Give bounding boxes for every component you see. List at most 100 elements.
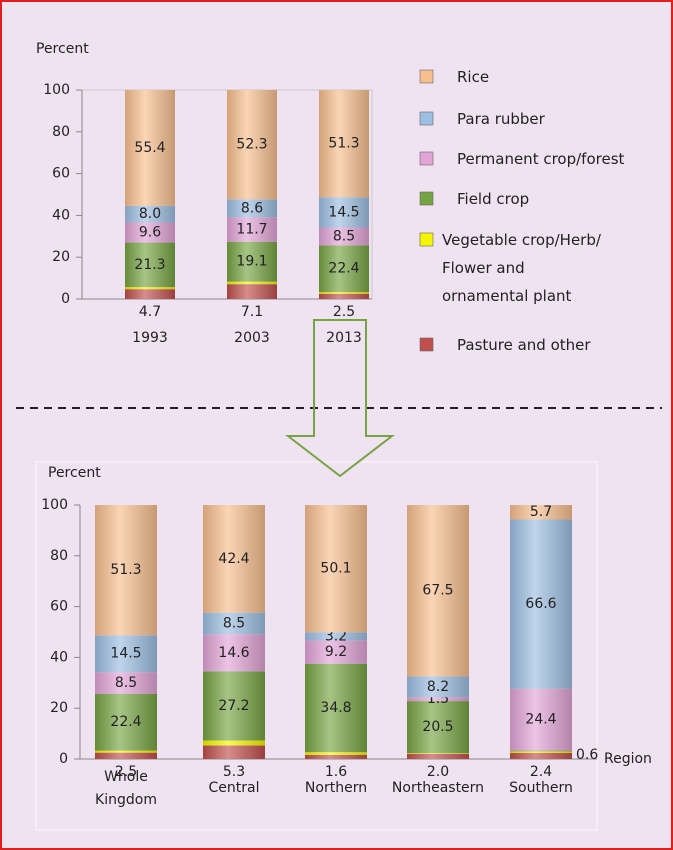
value-label: 67.5 [422,583,453,599]
bar-segment [305,632,367,641]
value-label: 7.1 [241,304,263,320]
value-label: 2.5 [333,304,355,320]
bar-segment [125,289,175,299]
value-label: 5.3 [223,764,245,780]
value-label: 0.6 [576,747,598,763]
value-label: 50.1 [320,561,351,577]
bar-segment [227,241,277,282]
bar-segment [319,292,369,294]
value-label: 8.5 [333,228,355,244]
bar-segment [125,90,175,206]
bar-segment [95,693,157,751]
value-label: 5.7 [530,504,552,520]
bar-segment [319,245,369,293]
bar-segment [125,242,175,288]
value-label: 3.2 [325,628,347,644]
plot-frame [35,461,598,831]
value-label: 9.2 [325,644,347,660]
value-label: 8.2 [427,679,449,695]
value-label: 1.6 [325,764,347,780]
y-axis-label: Percent [36,41,89,57]
legend-swatch [419,151,434,166]
bar-segment [510,519,572,689]
legend-label: Vegetable crop/Herb/ Flower and ornament… [442,231,601,305]
bar-segment [305,752,367,755]
bar-segment [125,287,175,290]
legend-swatch [419,191,434,206]
bar-segment [407,753,469,759]
legend-label: Permanent crop/forest [457,150,625,168]
y-tick-label: 80 [52,124,70,140]
x-tick-label: Northern [304,780,368,796]
bar-segment [305,754,367,759]
bar-segment [227,90,277,200]
bar-segment [95,750,157,753]
bar-segment [227,281,277,285]
y-tick-label: 0 [61,291,70,307]
value-label: 66.6 [525,596,556,612]
x-tick-label: Southern [509,780,573,796]
value-label: 51.3 [328,136,359,152]
bar-segment [510,751,572,753]
x-tick-label: Northeastern [391,780,485,796]
y-tick-label: 20 [52,249,70,265]
y-tick-label: 20 [50,700,68,716]
bar-segment [305,505,367,633]
y-tick-label: 40 [52,207,70,223]
bar-segment [125,205,175,223]
value-label: 55.4 [134,140,165,156]
legend-label: Field crop [457,190,530,208]
value-label: 42.4 [218,551,249,567]
bar-segment [305,640,367,664]
x-tick-label: 2003 [234,330,270,346]
bar-segment [203,505,265,613]
legend-swatch [419,337,434,352]
bar-segment [95,505,157,636]
value-label: 14.5 [110,646,141,662]
y-tick-label: 60 [50,599,68,615]
value-label: 22.4 [328,261,359,277]
value-label: 51.3 [110,562,141,578]
bar-segment [227,199,277,218]
bar-segment [407,697,469,702]
bar-segment [125,222,175,243]
value-label: 9.6 [139,225,161,241]
bar-segment [319,293,369,299]
bar-segment [305,663,367,753]
bar-segment [510,752,572,759]
value-label: 8.5 [115,675,137,691]
x-tick-label: 1993 [132,330,168,346]
value-label: 34.8 [320,700,351,716]
x-tick-label: Whole Kingdom [95,769,157,808]
value-label: 22.4 [110,714,141,730]
value-label: 24.4 [525,712,556,728]
legend-swatch [419,111,434,126]
y-tick-label: 100 [43,82,70,98]
y-tick-label: 80 [50,548,68,564]
value-label: 52.3 [236,137,267,153]
y-tick-label: 60 [52,166,70,182]
legend-label: Pasture and other [457,336,591,354]
bar-segment [510,688,572,751]
bar-segment [227,284,277,299]
bar-segment [95,672,157,694]
value-label: 11.7 [236,222,267,238]
x-tick-label: 2013 [326,330,362,346]
bar-segment [407,676,469,698]
value-label: 19.1 [236,254,267,270]
value-label: 20.5 [422,719,453,735]
y-axis-label: Percent [48,465,101,481]
bar-segment [407,701,469,754]
x-tick-label: Central [208,780,260,796]
value-label: 8.5 [223,615,245,631]
value-label: 2.0 [427,764,449,780]
bar-segment [203,740,265,746]
legend-label: Para rubber [457,110,545,128]
arrow [285,319,395,478]
legend-swatch [419,69,434,84]
bar-segment [95,635,157,673]
bar-segment [319,197,369,228]
value-label: 8.0 [139,206,161,222]
